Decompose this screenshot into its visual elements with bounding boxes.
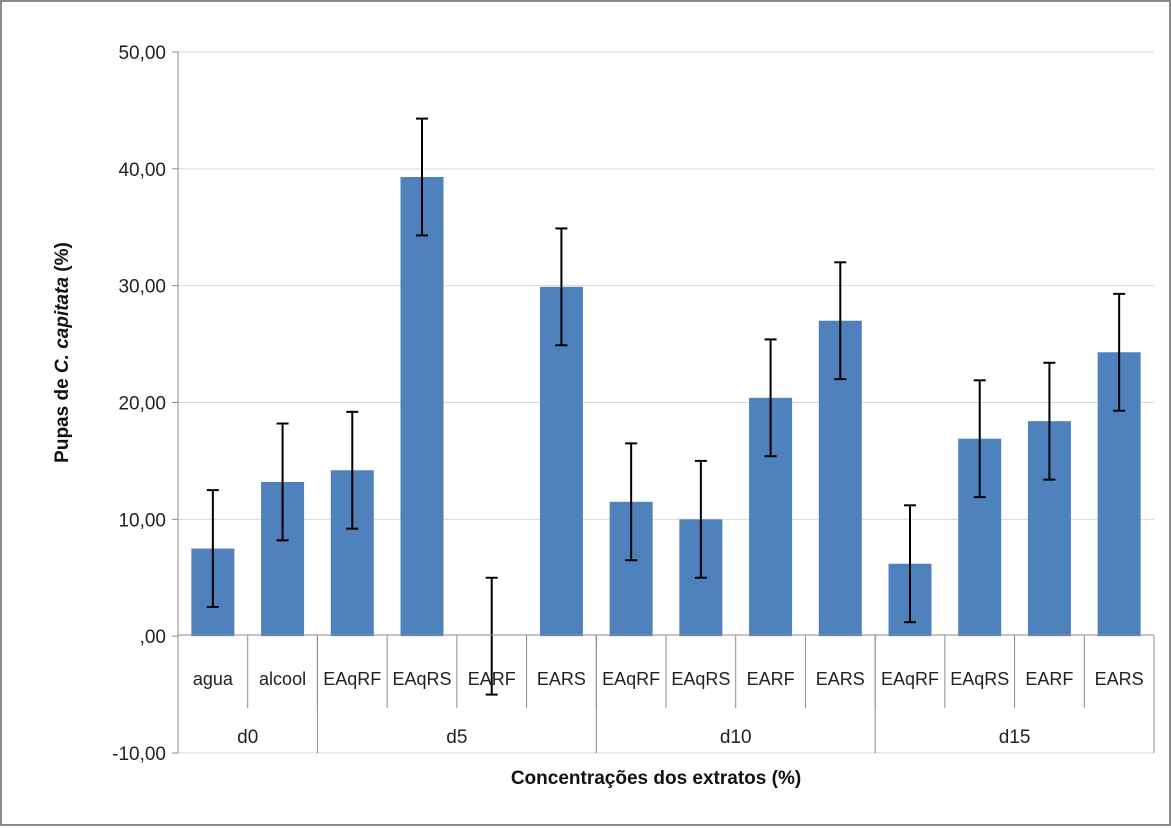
labels: 50,00 40,00 30,00 20,00 10,00 ,00 -10,00 agua al… [112, 43, 1144, 765]
y-axis-title-part-3: (%) [52, 242, 73, 277]
category-label: EARS [816, 669, 865, 689]
group-label: d0 [237, 727, 258, 748]
category-label: EAqRF [881, 669, 939, 689]
group-label: d10 [720, 727, 752, 748]
group-label: d15 [999, 727, 1031, 748]
y-axis-title: Pupas de C. capitata (%) [52, 242, 73, 463]
bar [400, 177, 444, 637]
category-label: EARF [747, 669, 795, 689]
y-axis-title-species: C. capitata [52, 277, 73, 374]
y-tick-label: 20,00 [118, 394, 166, 415]
category-label: EAqRS [671, 669, 730, 689]
y-tick-label: 10,00 [118, 510, 166, 531]
y-tick-label: -10,00 [112, 744, 166, 765]
category-label: alcool [259, 669, 306, 689]
error-bars [206, 117, 1126, 696]
y-tick-label: ,00 [140, 627, 166, 648]
category-label: EAqRS [392, 669, 451, 689]
y-axis-title-part-1: Pupas de [52, 373, 73, 463]
y-tick-label: 30,00 [118, 277, 166, 298]
bars [191, 177, 1141, 637]
category-label: EAqRF [323, 669, 381, 689]
category-label: EAqRF [602, 669, 660, 689]
category-label: EARS [1095, 669, 1144, 689]
x-axis-title: Concentrações dos extratos (%) [511, 768, 801, 789]
axes [172, 51, 1155, 754]
category-label: EARF [468, 669, 516, 689]
category-label: EARS [537, 669, 586, 689]
group-label: d5 [446, 727, 467, 748]
category-label: EARF [1025, 669, 1073, 689]
y-tick-label: 40,00 [118, 160, 166, 181]
category-label: agua [193, 669, 234, 689]
y-tick-label: 50,00 [118, 43, 166, 64]
category-label: EAqRS [950, 669, 1009, 689]
